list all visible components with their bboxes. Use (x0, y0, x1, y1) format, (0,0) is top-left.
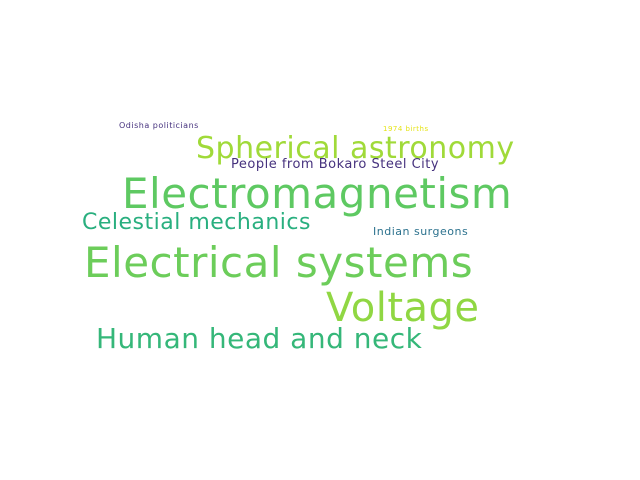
word-indian-surgeons: Indian surgeons (373, 225, 469, 238)
word-human-head-and-neck: Human head and neck (96, 322, 423, 355)
word-odisha-politicians: Odisha politicians (119, 121, 199, 130)
word-voltage: Voltage (326, 285, 480, 331)
word-celestial-mechanics: Celestial mechanics (82, 210, 311, 235)
word-electromagnetism: Electromagnetism (122, 169, 513, 218)
word-1974-births: 1974 births (383, 125, 429, 133)
word-spherical-astronomy: Spherical astronomy (196, 131, 515, 166)
word-electrical-systems: Electrical systems (84, 238, 474, 287)
word-people-from-bokaro: People from Bokaro Steel City (231, 157, 440, 172)
